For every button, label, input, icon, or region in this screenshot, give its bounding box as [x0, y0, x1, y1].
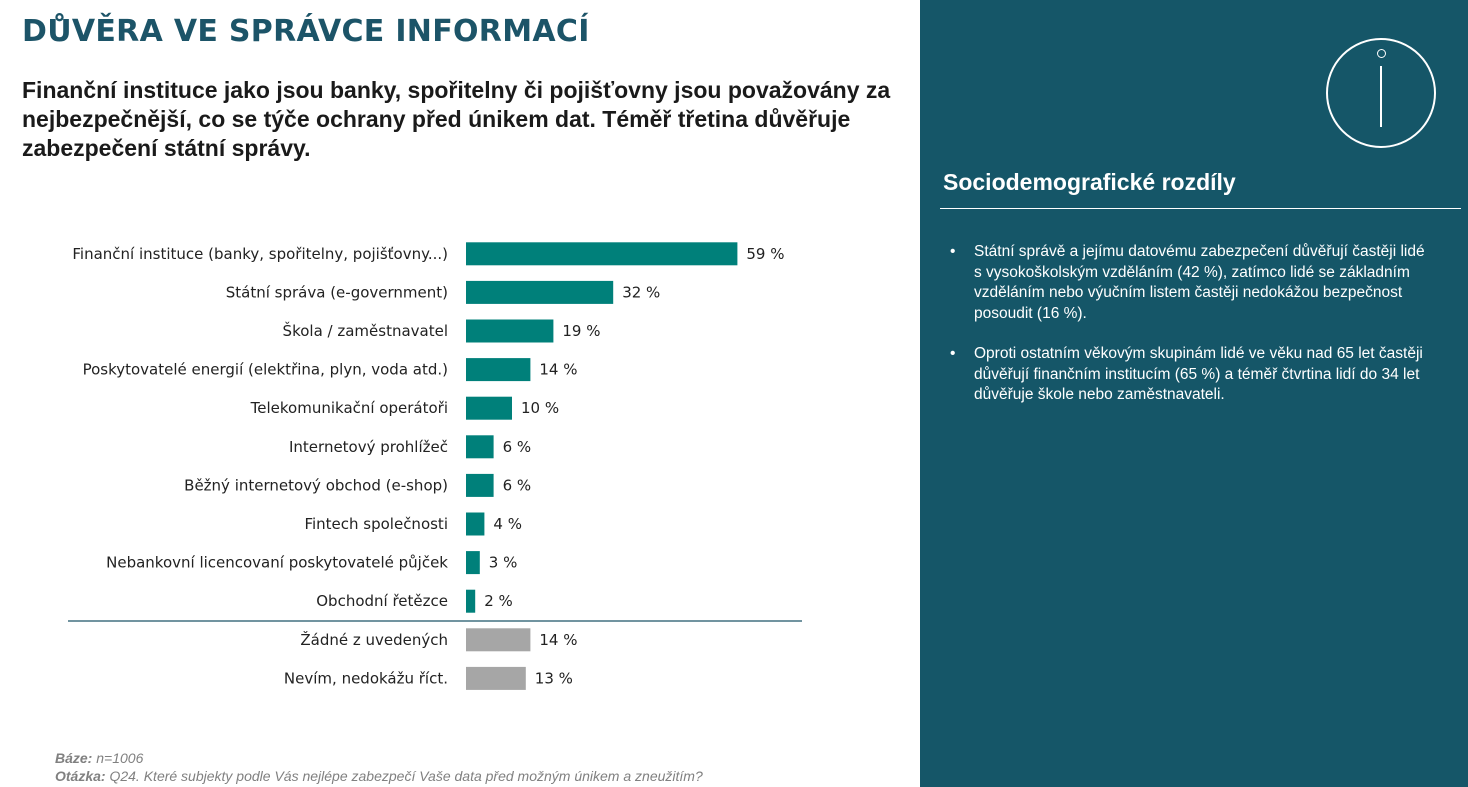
footnote-base: Báze: n=1006 [55, 750, 143, 766]
category-label: Obchodní řetězce [316, 592, 448, 610]
bar [466, 242, 738, 266]
value-label: 32 % [622, 283, 660, 301]
side-panel: Sociodemografické rozdíly • Státní správ… [920, 0, 1468, 787]
info-icon [1326, 38, 1436, 148]
question-label: Otázka: [55, 768, 106, 784]
bar [466, 435, 494, 459]
bullet-item: • Státní správě a jejímu datovému zabezp… [950, 242, 1430, 324]
value-label: 3 % [489, 554, 518, 572]
value-label: 59 % [746, 245, 784, 263]
panel-divider [940, 208, 1461, 209]
base-value: n=1006 [96, 750, 144, 766]
category-label: Nevím, nedokážu říct. [284, 669, 448, 687]
category-label: Škola / zaměstnavatel [283, 321, 448, 340]
bullet-glyph: • [950, 243, 956, 260]
bar [466, 358, 531, 382]
bar [466, 473, 494, 497]
category-label: Státní správa (e-government) [226, 283, 448, 301]
info-icon-stem [1380, 66, 1382, 127]
value-label: 6 % [503, 438, 532, 456]
category-label: Internetový prohlížeč [289, 438, 448, 456]
category-label: Fintech společnosti [304, 515, 448, 533]
value-label: 4 % [493, 515, 522, 533]
bar-chart: Finanční instituce (banky, spořitelny, p… [68, 242, 802, 690]
category-label: Finanční instituce (banky, spořitelny, p… [72, 245, 448, 263]
value-label: 13 % [535, 669, 573, 687]
category-label: Běžný internetový obchod (e-shop) [184, 476, 448, 494]
category-label: Poskytovatelé energií (elektřina, plyn, … [83, 361, 448, 379]
bar [466, 280, 614, 304]
bar [466, 551, 480, 575]
bar [466, 628, 531, 652]
value-label: 10 % [521, 399, 559, 417]
value-label: 14 % [539, 361, 577, 379]
bullet-text: Státní správě a jejímu datovému zabezpeč… [974, 243, 1425, 322]
value-label: 14 % [539, 631, 577, 649]
question-value: Q24. Které subjekty podle Vás nejlépe za… [109, 768, 703, 784]
bar [466, 319, 554, 343]
base-label: Báze: [55, 750, 93, 766]
bullet-list: • Státní správě a jejímu datovému zabezp… [950, 242, 1430, 426]
panel-heading: Sociodemografické rozdíly [943, 169, 1236, 195]
bar [466, 666, 526, 690]
category-label: Telekomunikační operátoři [250, 399, 448, 417]
category-label: Žádné z uvedených [300, 630, 448, 649]
bar [466, 396, 512, 420]
value-label: 2 % [484, 592, 513, 610]
bar [466, 512, 485, 536]
info-icon-dot [1377, 49, 1386, 58]
footnote-question: Otázka: Q24. Které subjekty podle Vás ne… [55, 768, 703, 784]
bar [466, 589, 476, 613]
value-label: 6 % [503, 476, 532, 494]
bullet-glyph: • [950, 345, 956, 362]
page-subtitle: Finanční instituce jako jsou banky, spoř… [22, 77, 891, 161]
page-title: DŮVĚRA VE SPRÁVCE INFORMACÍ [22, 14, 590, 49]
value-label: 19 % [562, 322, 600, 340]
category-label: Nebankovní licencovaní poskytovatelé půj… [106, 554, 448, 572]
bullet-text: Oproti ostatním věkovým skupinám lidé ve… [974, 345, 1423, 403]
bullet-item: • Oproti ostatním věkovým skupinám lidé … [950, 344, 1430, 406]
